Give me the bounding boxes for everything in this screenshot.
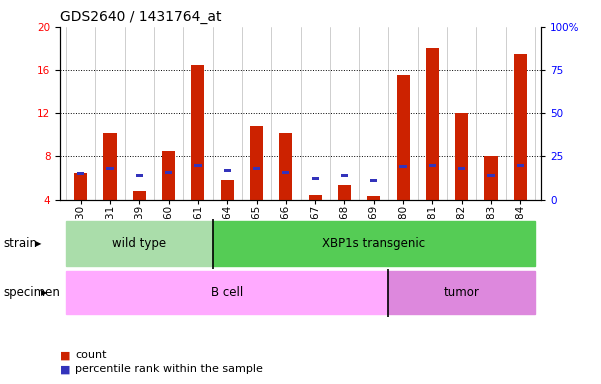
Bar: [429, 164, 436, 167]
Bar: [282, 170, 290, 174]
Bar: [213, 221, 535, 266]
Bar: [66, 271, 388, 314]
Bar: [514, 54, 527, 200]
Bar: [103, 133, 117, 200]
Text: strain: strain: [3, 237, 37, 250]
Text: percentile rank within the sample: percentile rank within the sample: [75, 364, 263, 374]
Bar: [397, 76, 410, 200]
Bar: [250, 126, 263, 200]
Text: specimen: specimen: [3, 286, 60, 299]
Text: tumor: tumor: [444, 286, 480, 299]
Bar: [370, 179, 377, 182]
Bar: [487, 174, 495, 177]
Bar: [426, 48, 439, 200]
Text: GDS2640 / 1431764_at: GDS2640 / 1431764_at: [60, 10, 222, 25]
Bar: [484, 157, 498, 200]
Bar: [74, 173, 87, 200]
Bar: [162, 151, 175, 200]
Text: ■: ■: [60, 364, 70, 374]
Bar: [311, 177, 319, 180]
Bar: [367, 197, 380, 200]
Bar: [194, 164, 201, 167]
Bar: [66, 221, 213, 266]
Text: ▶: ▶: [35, 239, 41, 248]
Text: B cell: B cell: [211, 286, 243, 299]
Bar: [165, 170, 172, 174]
Bar: [400, 166, 407, 168]
Bar: [224, 169, 231, 172]
Bar: [455, 113, 468, 200]
Bar: [106, 167, 114, 170]
Bar: [458, 167, 465, 170]
Bar: [77, 172, 84, 175]
Bar: [221, 180, 234, 200]
Bar: [517, 164, 524, 167]
Bar: [191, 65, 204, 200]
Bar: [341, 174, 348, 177]
Bar: [133, 191, 146, 200]
Bar: [136, 174, 143, 177]
Text: ▶: ▶: [41, 288, 47, 297]
Bar: [388, 271, 535, 314]
Bar: [253, 167, 260, 170]
Bar: [308, 195, 322, 200]
Text: XBP1s transgenic: XBP1s transgenic: [322, 237, 426, 250]
Text: ■: ■: [60, 350, 70, 360]
Text: wild type: wild type: [112, 237, 166, 250]
Bar: [338, 185, 351, 200]
Bar: [279, 133, 293, 200]
Text: count: count: [75, 350, 106, 360]
